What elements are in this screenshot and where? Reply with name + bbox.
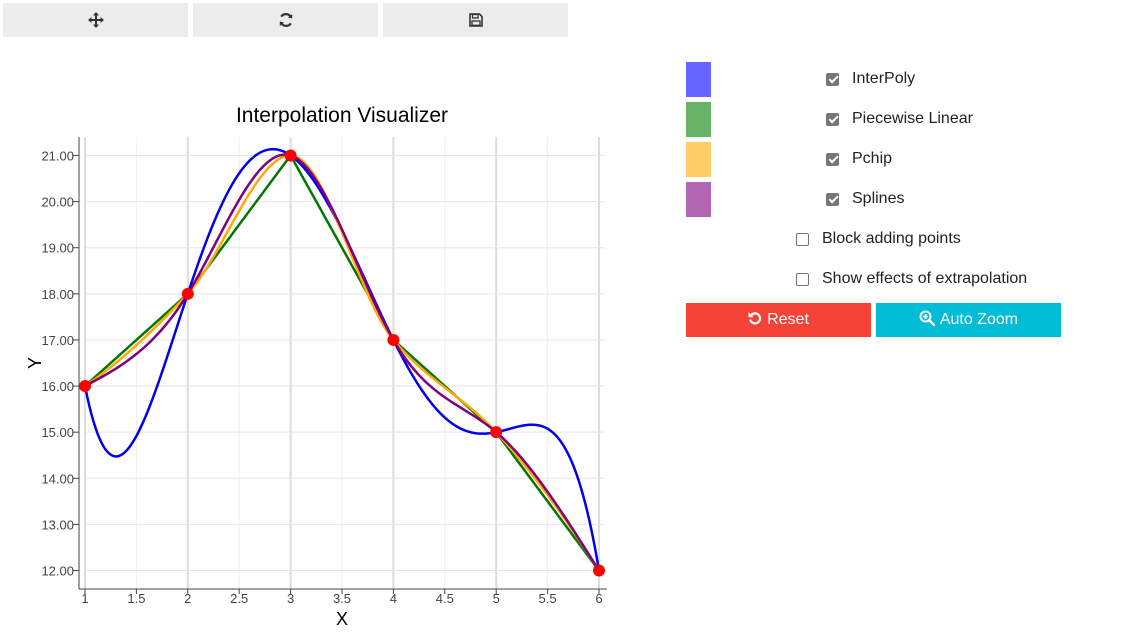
x-tick-label: 4.5 [436,591,454,606]
pchip-label: Pchip [852,150,893,167]
piecewise-linear-toggle[interactable]: Piecewise Linear [826,110,973,128]
extrapolation-toggle[interactable]: Show effects of extrapolation [796,270,1027,288]
plot-toolbar [3,3,568,37]
pchip-checkbox[interactable] [826,152,839,166]
y-tick-label: 16.00 [41,379,74,394]
extrapolation-label: Show effects of extrapolation [822,270,1028,287]
auto-zoom-label: Auto Zoom [939,311,1019,328]
chart-title: Interpolation Visualizer [236,104,448,127]
x-tick-label: 1.5 [127,591,145,606]
y-tick-label: 17.00 [41,333,74,348]
x-tick-label: 1 [81,591,88,606]
data-point[interactable] [490,426,503,439]
auto-zoom-button[interactable]: Auto Zoom [876,303,1061,337]
y-tick-label: 18.00 [41,287,74,302]
block-adding-points-toggle[interactable]: Block adding points [796,230,961,248]
y-tick-label: 14.00 [41,471,74,486]
chart-tick-labels: 1 1.5 2 2.5 3 3.5 4 4.5 5 5.5 6 12.00 13.00 14.00 15.0… [41,148,602,606]
linear-series-line [84,153,601,572]
interpoly-color-swatch[interactable] [686,62,711,97]
save-icon [468,13,483,27]
data-point[interactable] [387,333,400,346]
y-tick-label: 12.00 [41,564,74,579]
piecewise-linear-label: Piecewise Linear [852,110,973,127]
block-adding-points-checkbox[interactable] [796,232,809,246]
splines-toggle[interactable]: Splines [826,190,904,208]
x-tick-label: 6 [595,591,602,606]
x-tick-label: 4 [390,591,397,606]
refresh-icon [278,12,294,28]
splines-label: Splines [852,190,905,207]
y-tick-label: 21.00 [41,148,74,163]
data-point[interactable] [593,564,605,577]
move-icon [87,12,104,28]
interpolation-chart[interactable]: 1 1.5 2 2.5 3 3.5 4 4.5 5 5.5 6 12.00 13.00 14.00 15.0… [0,40,660,633]
interpoly-label: InterPoly [852,70,916,87]
reset-label: Reset [767,311,809,328]
x-tick-label: 5.5 [539,591,557,606]
x-tick-label: 3 [287,591,294,606]
x-tick-label: 5 [493,591,500,606]
data-point[interactable] [181,287,194,300]
y-tick-label: 19.00 [41,241,74,256]
interpoly-toggle[interactable]: InterPoly [826,70,915,88]
chart-axes [73,137,607,594]
piecewise-linear-checkbox[interactable] [826,112,839,126]
x-tick-label: 2 [184,591,191,606]
chart-series [83,147,601,572]
chart-data-points [79,149,605,577]
spline-series-line [84,153,601,572]
undo-icon [748,311,767,330]
y-tick-label: 15.00 [41,425,74,440]
chart-grid [84,137,605,589]
y-tick-label: 20.00 [41,195,74,210]
splines-checkbox[interactable] [826,192,839,206]
linear-color-swatch[interactable] [686,102,711,137]
extrapolation-checkbox[interactable] [796,272,809,286]
block-adding-points-label: Block adding points [822,230,961,247]
data-point[interactable] [79,380,91,393]
splines-color-swatch[interactable] [686,182,711,217]
y-axis-label: Y [25,357,45,369]
refresh-button[interactable] [193,3,378,37]
x-tick-label: 2.5 [230,591,248,606]
save-button[interactable] [383,3,568,37]
pchip-color-swatch[interactable] [686,142,711,177]
reset-button[interactable]: Reset [686,303,871,337]
pchip-toggle[interactable]: Pchip [826,150,892,168]
y-tick-label: 13.00 [41,517,74,532]
move-button[interactable] [3,3,188,37]
x-axis-label: X [336,609,348,629]
x-tick-label: 3.5 [333,591,351,606]
data-point[interactable] [284,149,297,162]
interpoly-checkbox[interactable] [826,72,839,86]
zoom-in-icon [919,310,940,331]
